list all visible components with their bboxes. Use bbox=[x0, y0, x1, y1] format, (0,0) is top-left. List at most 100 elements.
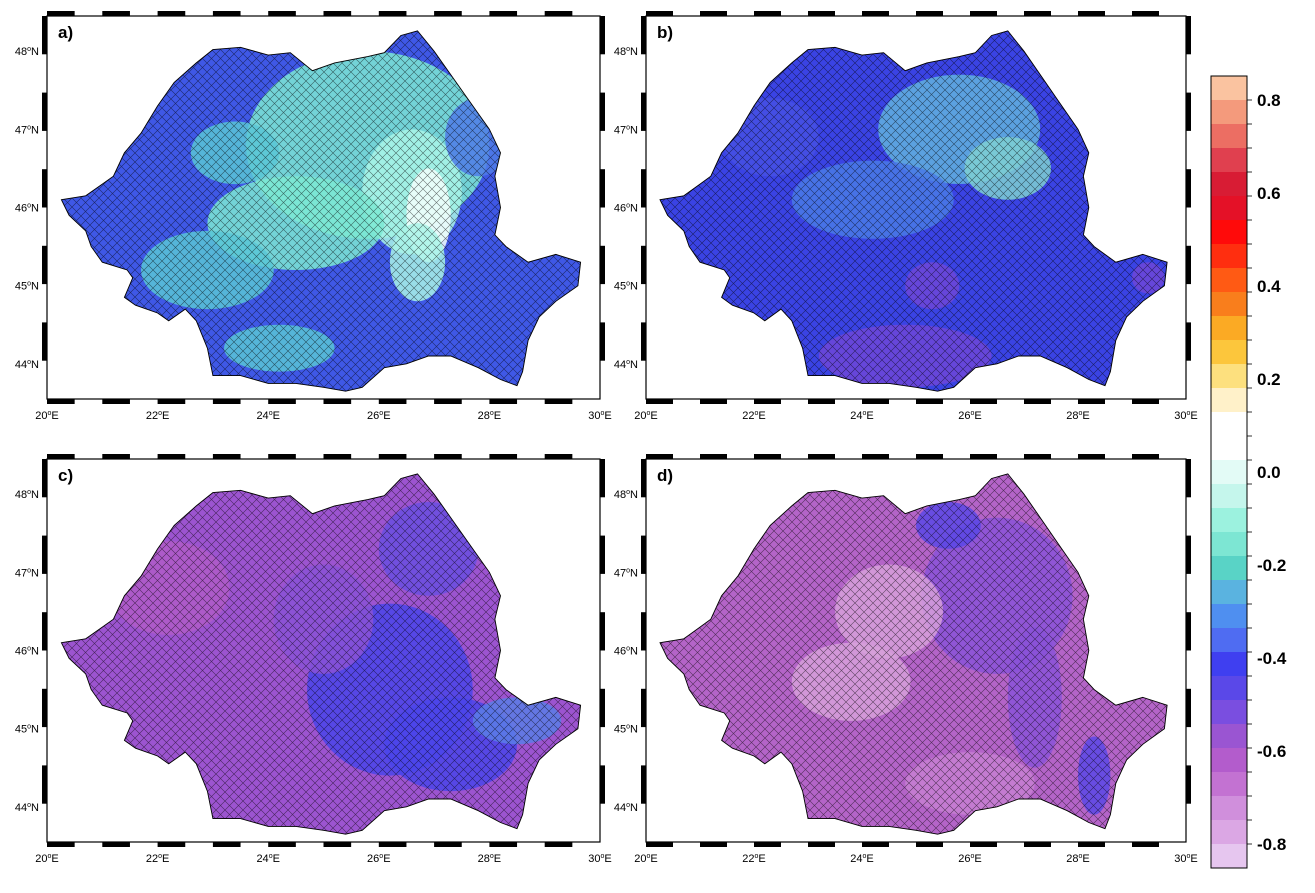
colorbar-label: -0.8 bbox=[1257, 835, 1286, 854]
frame-tick-top bbox=[47, 454, 75, 459]
lat-tick-label: 46oN bbox=[15, 646, 39, 658]
frame-tick-top bbox=[862, 11, 889, 16]
frame-tick-left bbox=[641, 765, 646, 804]
panel-label: a) bbox=[58, 23, 73, 42]
country-border bbox=[60, 30, 582, 392]
colorbar-label: 0.6 bbox=[1257, 184, 1281, 203]
frame-tick-bottom bbox=[808, 842, 835, 847]
frame-tick-top bbox=[434, 11, 462, 16]
lat-tick-label: 48oN bbox=[614, 46, 638, 58]
colorbar-swatch bbox=[1211, 148, 1247, 173]
frame-tick-left bbox=[42, 535, 47, 574]
frame-tick-bottom bbox=[489, 399, 518, 404]
lon-tick-label: 24oE bbox=[256, 853, 280, 865]
frame-tick-top bbox=[434, 454, 462, 459]
colorbar-label: -0.4 bbox=[1257, 649, 1287, 668]
colorbar-label: -0.2 bbox=[1257, 556, 1286, 575]
map-panel-b: 44oN 45oN 46oN 47oN 48oN 20oE 22oE 24oE 26oE 28oE… bbox=[614, 11, 1198, 422]
colorbar-swatch bbox=[1211, 364, 1247, 389]
lat-tick-label: 46oN bbox=[614, 203, 638, 215]
frame-tick-top bbox=[808, 11, 835, 16]
panel-label: d) bbox=[657, 466, 673, 485]
frame-tick-bottom bbox=[378, 842, 407, 847]
frame-tick-top bbox=[489, 11, 518, 16]
frame-tick-top bbox=[916, 11, 943, 16]
colorbar-swatch bbox=[1211, 268, 1247, 293]
lat-tick-label: 48oN bbox=[15, 489, 39, 501]
frame-tick-bottom bbox=[212, 842, 241, 847]
frame-tick-bottom bbox=[434, 399, 462, 404]
map-panel-d: 44oN 45oN 46oN 47oN 48oN 20oE 22oE 24oE 26oE 28oE… bbox=[614, 454, 1198, 865]
colorbar-swatch bbox=[1211, 652, 1247, 677]
frame-tick-bottom bbox=[916, 842, 943, 847]
frame-tick-bottom bbox=[700, 842, 727, 847]
colorbar-swatch bbox=[1211, 460, 1247, 485]
frame-tick-top bbox=[1132, 11, 1159, 16]
frame-tick-top bbox=[970, 11, 997, 16]
frame-tick-left bbox=[641, 612, 646, 651]
frame-tick-bottom bbox=[862, 399, 889, 404]
frame-tick-top bbox=[1024, 454, 1051, 459]
frame-tick-bottom bbox=[268, 842, 296, 847]
lon-tick-label: 22oE bbox=[742, 410, 766, 422]
frame-tick-bottom bbox=[212, 399, 241, 404]
frame-tick-bottom bbox=[102, 399, 130, 404]
frame-tick-right bbox=[600, 765, 605, 804]
frame-tick-top bbox=[323, 11, 352, 16]
frame-tick-top bbox=[700, 11, 727, 16]
frame-tick-bottom bbox=[323, 842, 352, 847]
colorbar-swatch bbox=[1211, 532, 1247, 557]
frame-tick-left bbox=[641, 92, 646, 131]
lat-tick-label: 44oN bbox=[614, 802, 638, 814]
frame-tick-right bbox=[600, 688, 605, 728]
frame-tick-top bbox=[489, 454, 518, 459]
frame-tick-right bbox=[600, 612, 605, 651]
lat-tick-label: 47oN bbox=[15, 124, 39, 136]
frame-tick-left bbox=[641, 459, 646, 498]
frame-tick-right bbox=[600, 245, 605, 285]
frame-tick-right bbox=[600, 535, 605, 574]
frame-tick-top bbox=[754, 454, 781, 459]
panel-label: c) bbox=[58, 466, 73, 485]
frame-tick-left bbox=[42, 459, 47, 498]
lon-tick-label: 20oE bbox=[35, 853, 59, 865]
frame-tick-left bbox=[641, 16, 646, 55]
frame-tick-right bbox=[1186, 92, 1191, 131]
frame-tick-left bbox=[641, 169, 646, 208]
frame-tick-right bbox=[600, 16, 605, 55]
frame-tick-right bbox=[600, 169, 605, 208]
frame-tick-top bbox=[323, 454, 352, 459]
panel-label: b) bbox=[657, 23, 673, 42]
colorbar-swatch bbox=[1211, 412, 1247, 437]
frame-tick-bottom bbox=[1024, 399, 1051, 404]
lat-tick-label: 45oN bbox=[614, 724, 638, 736]
colorbar-swatch bbox=[1211, 340, 1247, 365]
frame-tick-bottom bbox=[1132, 399, 1159, 404]
frame-tick-top bbox=[646, 454, 673, 459]
lat-tick-label: 48oN bbox=[15, 46, 39, 58]
frame-tick-top bbox=[378, 454, 407, 459]
frame-tick-left bbox=[42, 688, 47, 728]
lat-tick-label: 46oN bbox=[15, 203, 39, 215]
lon-tick-label: 22oE bbox=[146, 410, 170, 422]
colorbar-swatch bbox=[1211, 316, 1247, 341]
frame-tick-bottom bbox=[1078, 842, 1105, 847]
colorbar-swatch bbox=[1211, 292, 1247, 317]
map-panel-a: 44oN 45oN 46oN 47oN 48oN 20oE 22oE 24oE 26oE 28oE… bbox=[15, 11, 612, 422]
colorbar-label: 0.2 bbox=[1257, 370, 1281, 389]
frame-tick-bottom bbox=[754, 399, 781, 404]
frame-tick-left bbox=[42, 16, 47, 55]
frame-tick-left bbox=[42, 169, 47, 208]
colorbar-swatch bbox=[1211, 172, 1247, 197]
frame-tick-bottom bbox=[646, 842, 673, 847]
frame-tick-bottom bbox=[1078, 399, 1105, 404]
colorbar-label: 0.4 bbox=[1257, 277, 1281, 296]
frame-tick-right bbox=[1186, 245, 1191, 285]
frame-tick-top bbox=[102, 11, 130, 16]
frame-tick-bottom bbox=[970, 399, 997, 404]
colorbar-swatch bbox=[1211, 124, 1247, 149]
lat-tick-label: 47oN bbox=[15, 567, 39, 579]
lon-tick-label: 22oE bbox=[146, 853, 170, 865]
lat-tick-label: 45oN bbox=[15, 281, 39, 293]
frame-tick-left bbox=[641, 322, 646, 361]
